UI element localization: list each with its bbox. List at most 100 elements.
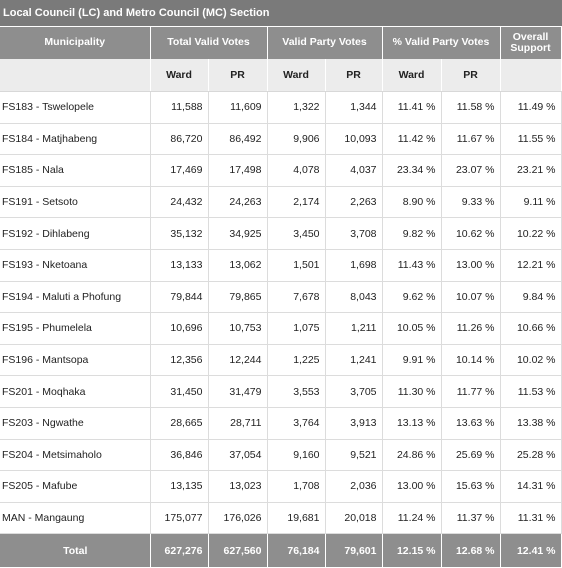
table-cell: 31,450	[150, 375, 209, 408]
municipality-name: FS195 - Phumelela	[0, 312, 151, 345]
table-row: FS196 - Mantsopa 12,356 12,244 1,225 1,241 9.…	[0, 344, 562, 377]
table-cell: 23.34 %	[382, 154, 442, 187]
table-row: FS194 - Maluti a Phofung 79,844 79,865 7,67…	[0, 281, 562, 314]
table-cell: 13,133	[150, 249, 209, 282]
table-cell: 2,263	[325, 186, 383, 219]
table-row: FS205 - Mafube 13,135 13,023 1,708 2,036 13.0…	[0, 470, 562, 503]
subheader-ward: Ward	[150, 58, 209, 92]
table-cell: 10.07 %	[441, 281, 501, 314]
header-municipality: Municipality	[0, 26, 151, 59]
table-cell: 4,078	[267, 154, 326, 187]
table-row: FS184 - Matjhabeng 86,720 86,492 9,906 10,09…	[0, 123, 562, 156]
table-cell: 35,132	[150, 217, 209, 250]
table-cell: 4,037	[325, 154, 383, 187]
subheader-ward: Ward	[267, 58, 326, 92]
table-cell: 1,698	[325, 249, 383, 282]
table-cell: 3,708	[325, 217, 383, 250]
table-cell: 11.49 %	[500, 91, 562, 124]
table-cell: 1,241	[325, 344, 383, 377]
table-cell: 1,322	[267, 91, 326, 124]
table-cell: 2,036	[325, 470, 383, 503]
table-row: FS192 - Dihlabeng 35,132 34,925 3,450 3,708 9…	[0, 217, 562, 250]
table-cell: 79,865	[208, 281, 268, 314]
table-cell: 10.22 %	[500, 217, 562, 250]
municipality-name: FS185 - Nala	[0, 154, 151, 187]
municipality-name: FS203 - Ngwathe	[0, 407, 151, 440]
table-cell: 10.62 %	[441, 217, 501, 250]
table-cell: 23.21 %	[500, 154, 562, 187]
table-row: FS183 - Tswelopele 11,588 11,609 1,322 1,344…	[0, 91, 562, 124]
municipality-name: FS183 - Tswelopele	[0, 91, 151, 124]
table-cell: 1,075	[267, 312, 326, 345]
table-cell: 13.13 %	[382, 407, 442, 440]
table-row: FS203 - Ngwathe 28,665 28,711 3,764 3,913 13.…	[0, 407, 562, 440]
table-cell: 3,705	[325, 375, 383, 408]
table-row: FS201 - Moqhaka 31,450 31,479 3,553 3,705 11.…	[0, 375, 562, 408]
table-cell: 10.02 %	[500, 344, 562, 377]
table-cell: 14.31 %	[500, 470, 562, 503]
table-cell: 23.07 %	[441, 154, 501, 187]
table-cell: 11,609	[208, 91, 268, 124]
table-cell: 12,244	[208, 344, 268, 377]
table-cell: 17,469	[150, 154, 209, 187]
table-cell: 9.33 %	[441, 186, 501, 219]
subheader-blank	[500, 58, 562, 92]
subheader-pr: PR	[441, 58, 501, 92]
table-cell: 11.67 %	[441, 123, 501, 156]
total-cell: 627,276	[150, 533, 209, 567]
section-title: Local Council (LC) and Metro Council (MC…	[0, 0, 562, 26]
table-cell: 3,764	[267, 407, 326, 440]
table-cell: 11.31 %	[500, 502, 562, 535]
municipality-name: FS204 - Metsimaholo	[0, 439, 151, 472]
table-cell: 31,479	[208, 375, 268, 408]
header-overall-support: Overall Support	[500, 26, 562, 59]
table-cell: 176,026	[208, 502, 268, 535]
table-cell: 12,356	[150, 344, 209, 377]
table-cell: 9,160	[267, 439, 326, 472]
table-cell: 7,678	[267, 281, 326, 314]
table-cell: 11.24 %	[382, 502, 442, 535]
total-cell: 12.15 %	[382, 533, 442, 567]
table-cell: 24,432	[150, 186, 209, 219]
total-cell: 12.41 %	[500, 533, 562, 567]
table-row: FS191 - Setsoto 24,432 24,263 2,174 2,263 8.9…	[0, 186, 562, 219]
municipality-name: FS192 - Dihlabeng	[0, 217, 151, 250]
table-cell: 36,846	[150, 439, 209, 472]
table-cell: 79,844	[150, 281, 209, 314]
table-cell: 15.63 %	[441, 470, 501, 503]
municipality-name: FS194 - Maluti a Phofung	[0, 281, 151, 314]
total-label: Total	[0, 533, 151, 567]
municipality-name: FS196 - Mantsopa	[0, 344, 151, 377]
subheader-pr: PR	[208, 58, 268, 92]
table-cell: 9.62 %	[382, 281, 442, 314]
total-cell: 627,560	[208, 533, 268, 567]
table-cell: 1,344	[325, 91, 383, 124]
table-cell: 9.84 %	[500, 281, 562, 314]
total-cell: 76,184	[267, 533, 326, 567]
table-cell: 9.11 %	[500, 186, 562, 219]
header-total-valid-votes: Total Valid Votes	[150, 26, 268, 59]
table-row: FS193 - Nketoana 13,133 13,062 1,501 1,698 11…	[0, 249, 562, 282]
table-cell: 2,174	[267, 186, 326, 219]
table-cell: 11.41 %	[382, 91, 442, 124]
table-cell: 25.69 %	[441, 439, 501, 472]
subheader-ward: Ward	[382, 58, 442, 92]
table-cell: 8,043	[325, 281, 383, 314]
table-cell: 11.53 %	[500, 375, 562, 408]
table-cell: 11.30 %	[382, 375, 442, 408]
table-cell: 9.91 %	[382, 344, 442, 377]
table-cell: 24.86 %	[382, 439, 442, 472]
municipality-name: FS191 - Setsoto	[0, 186, 151, 219]
table-cell: 11.37 %	[441, 502, 501, 535]
total-cell: 79,601	[325, 533, 383, 567]
header-valid-party-votes: Valid Party Votes	[267, 26, 383, 59]
table-cell: 17,498	[208, 154, 268, 187]
table-cell: 3,450	[267, 217, 326, 250]
table-cell: 37,054	[208, 439, 268, 472]
table-cell: 11.43 %	[382, 249, 442, 282]
table-row: MAN - Mangaung 175,077 176,026 19,681 20,018…	[0, 502, 562, 535]
table-cell: 10,753	[208, 312, 268, 345]
table-cell: 10.14 %	[441, 344, 501, 377]
table-cell: 10.05 %	[382, 312, 442, 345]
table-cell: 11.26 %	[441, 312, 501, 345]
